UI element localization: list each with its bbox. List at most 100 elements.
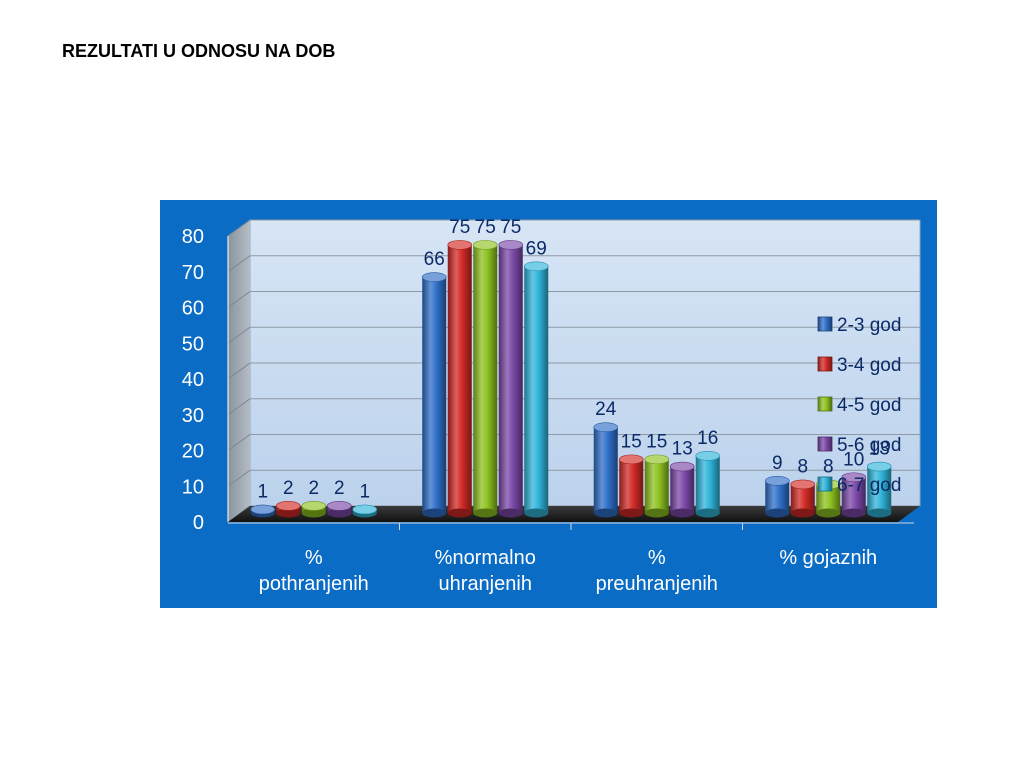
data-label: 10 <box>843 449 864 470</box>
y-tick-label: 50 <box>182 333 204 355</box>
y-tick-label: 30 <box>182 405 204 427</box>
legend-item: 2-3 god <box>817 315 901 336</box>
bar <box>421 272 447 518</box>
bar-base <box>790 508 815 518</box>
data-label: 13 <box>869 439 890 460</box>
bar-base <box>593 508 618 518</box>
bar-top <box>618 454 644 465</box>
bar-base <box>670 508 695 518</box>
bar <box>326 501 352 518</box>
bar-top <box>841 472 867 483</box>
bar <box>790 479 816 518</box>
y-tick-label: 60 <box>182 298 204 320</box>
y-tick-label: 40 <box>182 369 204 391</box>
data-label: 24 <box>595 399 617 420</box>
bar-base <box>498 508 523 518</box>
data-label: 1 <box>359 481 370 502</box>
bar-body <box>765 480 790 513</box>
bar-base <box>301 508 326 518</box>
x-category-label: %normalno uhranjenih <box>435 547 536 595</box>
bar-base <box>816 508 841 518</box>
bar-base <box>473 508 498 518</box>
bar <box>593 422 619 518</box>
legend-label: 6-7 god <box>837 475 901 496</box>
bar <box>498 240 524 518</box>
bar <box>644 454 670 518</box>
gridline-side <box>227 469 251 487</box>
bar <box>618 454 644 518</box>
data-label: 15 <box>646 431 667 452</box>
data-label: 75 <box>475 217 496 238</box>
data-label: 2 <box>334 478 345 499</box>
bar-top <box>472 240 498 250</box>
bar-top <box>275 501 301 511</box>
legend-item: 3-4 god <box>817 355 901 376</box>
plot-floor <box>228 506 920 522</box>
data-label: 8 <box>797 456 808 477</box>
legend-item: 4-5 god <box>817 395 901 416</box>
bar-base <box>841 508 866 518</box>
data-label: 15 <box>621 431 642 452</box>
bar-body <box>695 455 720 513</box>
bar-top <box>352 504 378 515</box>
gridline-side <box>227 326 251 344</box>
bar-top <box>695 451 721 461</box>
y-tick-label: 20 <box>182 441 204 463</box>
bar-body <box>619 459 644 513</box>
data-label: 13 <box>672 439 693 460</box>
data-label: 75 <box>449 217 470 238</box>
chart-frame: 0 10 20 30 40 50 60 70 80 1 2 2 2 1 66 75 75 75 69 24 15 15 1… <box>160 200 937 608</box>
gridline-side <box>227 219 251 237</box>
bar-base <box>695 508 720 518</box>
bar <box>447 240 473 518</box>
bar-body <box>644 459 669 513</box>
data-label: 1 <box>257 481 268 502</box>
bar-body <box>473 244 498 513</box>
bar-top <box>447 240 473 250</box>
bar-body <box>498 244 523 513</box>
data-label: 8 <box>823 456 834 477</box>
data-label: 16 <box>697 428 718 449</box>
gridline-side <box>227 291 251 308</box>
bar <box>841 472 867 518</box>
bar-top <box>421 272 447 282</box>
bar <box>275 501 301 518</box>
bar-top <box>669 461 695 472</box>
bar-top <box>593 422 619 432</box>
bar-base <box>867 508 892 518</box>
y-tick-label: 70 <box>182 262 204 284</box>
bar-base <box>619 508 644 518</box>
bar <box>866 461 892 518</box>
bar-body <box>867 466 892 513</box>
legend-swatch <box>817 316 833 332</box>
legend-item: 6-7 god <box>817 475 901 496</box>
bar-base <box>524 508 549 518</box>
legend-swatch <box>817 396 833 412</box>
bar-body <box>593 427 618 513</box>
y-tick-label: 0 <box>193 512 204 534</box>
bar-base <box>276 508 301 518</box>
bar-body <box>524 266 549 513</box>
bar-top <box>523 261 549 272</box>
x-category-label: % preuhranjenih <box>596 547 718 595</box>
gridline-side <box>227 398 251 416</box>
y-tick-label: 10 <box>182 476 204 498</box>
bar-top <box>764 476 790 486</box>
bar-base <box>447 508 472 518</box>
gridline-side <box>227 362 251 380</box>
legend-swatch <box>817 476 833 492</box>
legend-swatch <box>817 436 833 452</box>
bar-top <box>644 454 670 465</box>
page-title: REZULTATI U ODNOSU NA DOB <box>62 41 336 61</box>
bar-base <box>765 508 790 518</box>
x-category-label: % gojaznih <box>779 547 877 569</box>
bar <box>669 461 695 518</box>
bar-top <box>866 461 892 472</box>
legend-swatch <box>817 356 833 372</box>
bar-body <box>670 466 695 513</box>
bar-top <box>498 240 524 250</box>
y-tick-label: 80 <box>182 226 204 248</box>
bar-top <box>301 501 327 511</box>
bar-top <box>326 501 352 511</box>
bar <box>352 504 378 518</box>
